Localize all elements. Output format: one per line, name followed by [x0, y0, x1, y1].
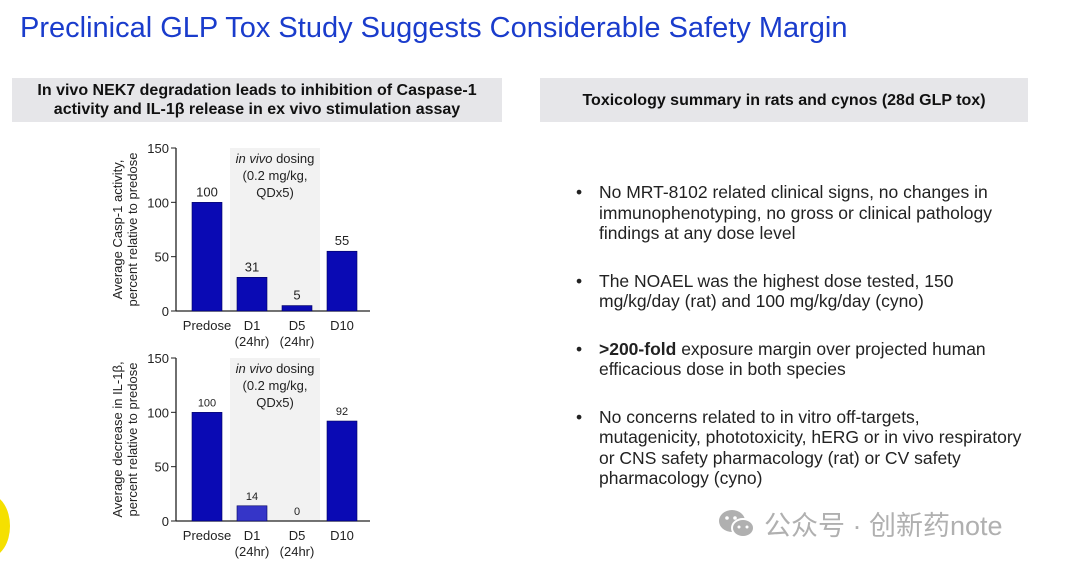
dosing-annotation: in vivo dosing [236, 361, 315, 376]
data-label: 5 [293, 288, 300, 303]
bullet-item: >200-fold exposure margin over projected… [576, 339, 1026, 380]
dosing-annotation-line: QDx5) [256, 395, 294, 410]
dosing-annotation-line: (0.2 mg/kg, [242, 378, 307, 393]
bullet-item: No MRT-8102 related clinical signs, no c… [576, 182, 1026, 244]
dosing-annotation: in vivo dosing [236, 151, 315, 166]
bar-d5 [281, 305, 313, 312]
dosing-annotation-line: (0.2 mg/kg, [242, 168, 307, 183]
bar-predose [191, 412, 223, 522]
right-panel-header: Toxicology summary in rats and cynos (28… [540, 78, 1028, 122]
header-line: In vivo NEK7 degradation leads to inhibi… [37, 82, 477, 99]
y-tick-label: 150 [147, 141, 169, 156]
bar-predose [191, 202, 223, 312]
x-tick-label: D10 [330, 528, 354, 543]
y-tick-label: 100 [147, 195, 169, 210]
x-tick-label: D5 [289, 528, 306, 543]
y-tick-label: 50 [155, 250, 169, 265]
data-label: 0 [294, 506, 300, 518]
data-label: 14 [246, 491, 258, 503]
y-tick-label: 0 [162, 514, 169, 529]
x-tick-sublabel: (24hr) [280, 334, 315, 349]
bar-d10 [326, 420, 358, 522]
watermark: 公众号 · 创新药note [718, 504, 1003, 543]
data-label: 92 [336, 406, 348, 418]
data-label: 55 [335, 233, 349, 248]
y-tick-label: 0 [162, 304, 169, 319]
casp1-bar-chart: in vivo dosing (0.2 mg/kg, QDx5) 0 50 100 150 A… [110, 141, 370, 349]
data-label: 100 [196, 184, 218, 199]
left-panel-header: In vivo NEK7 degradation leads to inhibi… [12, 78, 502, 122]
y-tick-label: 50 [155, 460, 169, 475]
x-tick-label: D1 [244, 318, 261, 333]
y-tick-label: 150 [147, 351, 169, 366]
dosing-annotation-line: QDx5) [256, 185, 294, 200]
bullet-item: The NOAEL was the highest dose tested, 1… [576, 271, 1026, 312]
il1b-bar-chart: in vivo dosing (0.2 mg/kg, QDx5) 0 50 100 150 A… [110, 351, 370, 559]
y-tick-label: 100 [147, 405, 169, 420]
x-tick-sublabel: (24hr) [280, 544, 315, 559]
x-tick-label: Predose [183, 528, 231, 543]
bar-d1 [236, 505, 268, 522]
y-axis-label: Average Casp-1 activity,percent relative… [110, 153, 140, 307]
data-label: 31 [245, 259, 259, 274]
bar-d10 [326, 250, 358, 312]
header-line: activity and IL-1β release in ex vivo st… [53, 101, 461, 118]
x-tick-sublabel: (24hr) [235, 544, 270, 559]
bar-d1 [236, 277, 268, 312]
x-tick-label: D1 [244, 528, 261, 543]
dosing-period-shading [230, 358, 320, 521]
x-tick-label: D10 [330, 318, 354, 333]
x-tick-sublabel: (24hr) [235, 334, 270, 349]
slide-title: Preclinical GLP Tox Study Suggests Consi… [20, 12, 848, 44]
x-tick-label: Predose [183, 318, 231, 333]
data-label: 100 [198, 397, 216, 409]
x-tick-label: D5 [289, 318, 306, 333]
wechat-icon [719, 509, 755, 538]
toxicology-bullets: No MRT-8102 related clinical signs, no c… [576, 182, 1026, 516]
y-axis-label: Average decrease in IL-1β,percent relati… [110, 361, 140, 517]
bullet-item: No concerns related to in vitro off-targ… [576, 407, 1026, 489]
decorative-yellow-shape [0, 495, 10, 557]
watermark-text: 公众号 · 创新药note [764, 511, 1003, 541]
